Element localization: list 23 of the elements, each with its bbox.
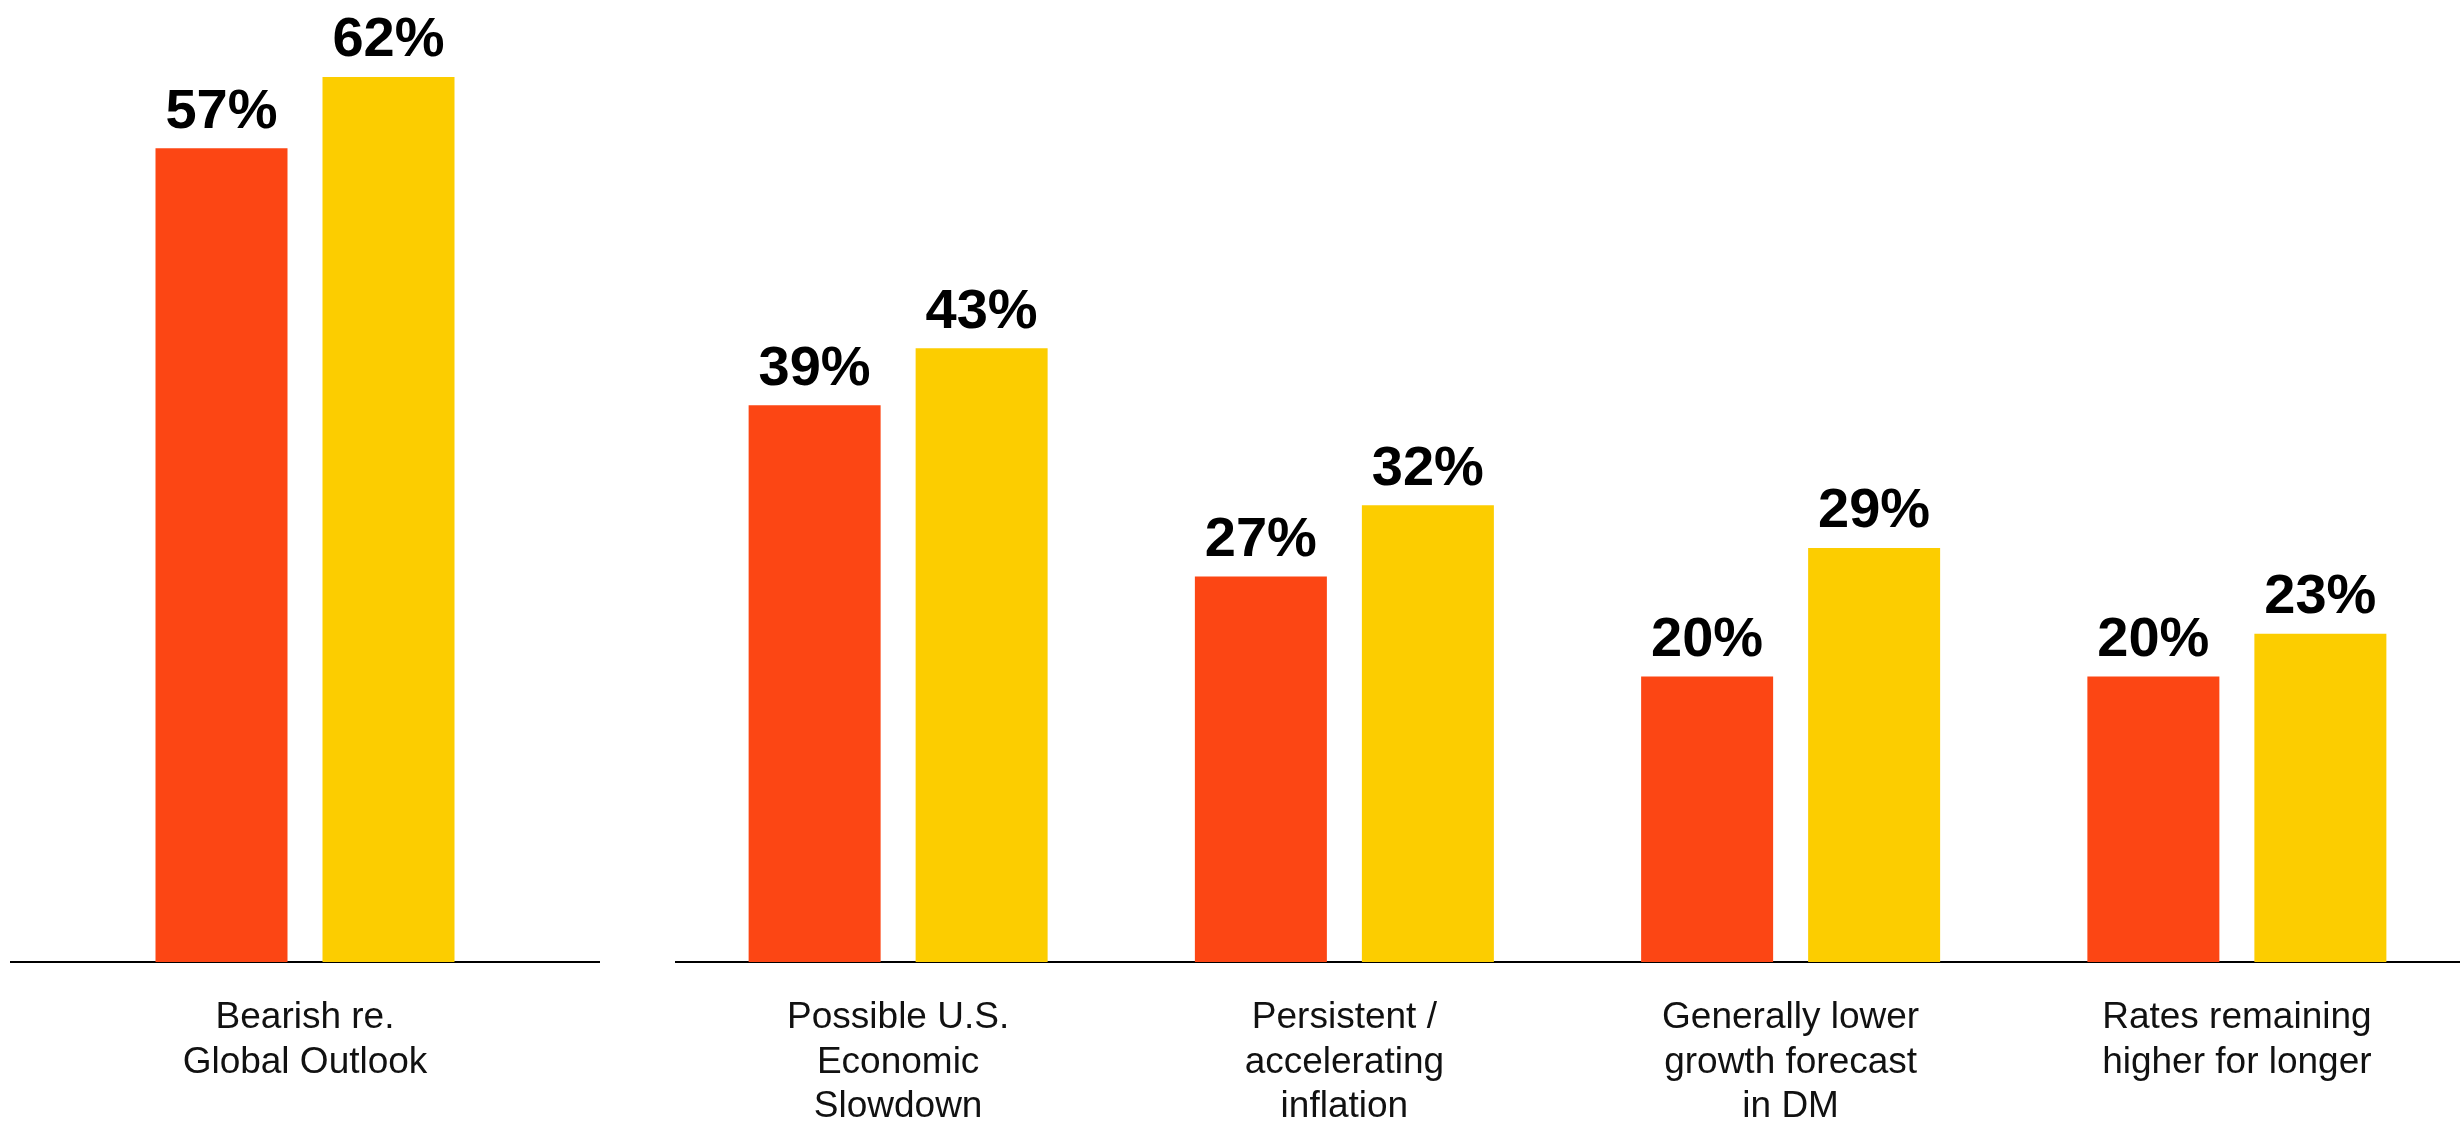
data-label: 32%	[1371, 433, 1484, 497]
x-tick-label: Bearish re. Global Outlook	[182, 995, 428, 1081]
x-tick-label: Persistent / accelerating inflation	[1244, 995, 1445, 1126]
data-label: 57%	[165, 76, 278, 140]
bar	[2087, 676, 2220, 962]
data-label: 43%	[925, 276, 1038, 340]
bar	[1361, 505, 1494, 962]
data-label: 29%	[1818, 476, 1931, 540]
bar	[748, 405, 881, 962]
data-label: 20%	[1651, 604, 1764, 668]
bar	[1808, 548, 1941, 962]
data-label: 23%	[2264, 562, 2377, 626]
x-tick-label: Rates remaining higher for longer	[2102, 995, 2372, 1081]
bar	[1641, 676, 1774, 962]
data-label: 62%	[332, 5, 445, 69]
data-label: 27%	[1204, 505, 1317, 569]
x-tick-label: Possible U.S. Economic Slowdown	[787, 995, 1010, 1126]
bar	[915, 348, 1048, 962]
data-label: 20%	[2097, 604, 2210, 668]
bar	[1194, 576, 1327, 962]
x-tick-label: Generally lower growth forecast in DM	[1662, 995, 1920, 1126]
data-label: 39%	[758, 333, 871, 397]
bar	[2254, 633, 2387, 962]
